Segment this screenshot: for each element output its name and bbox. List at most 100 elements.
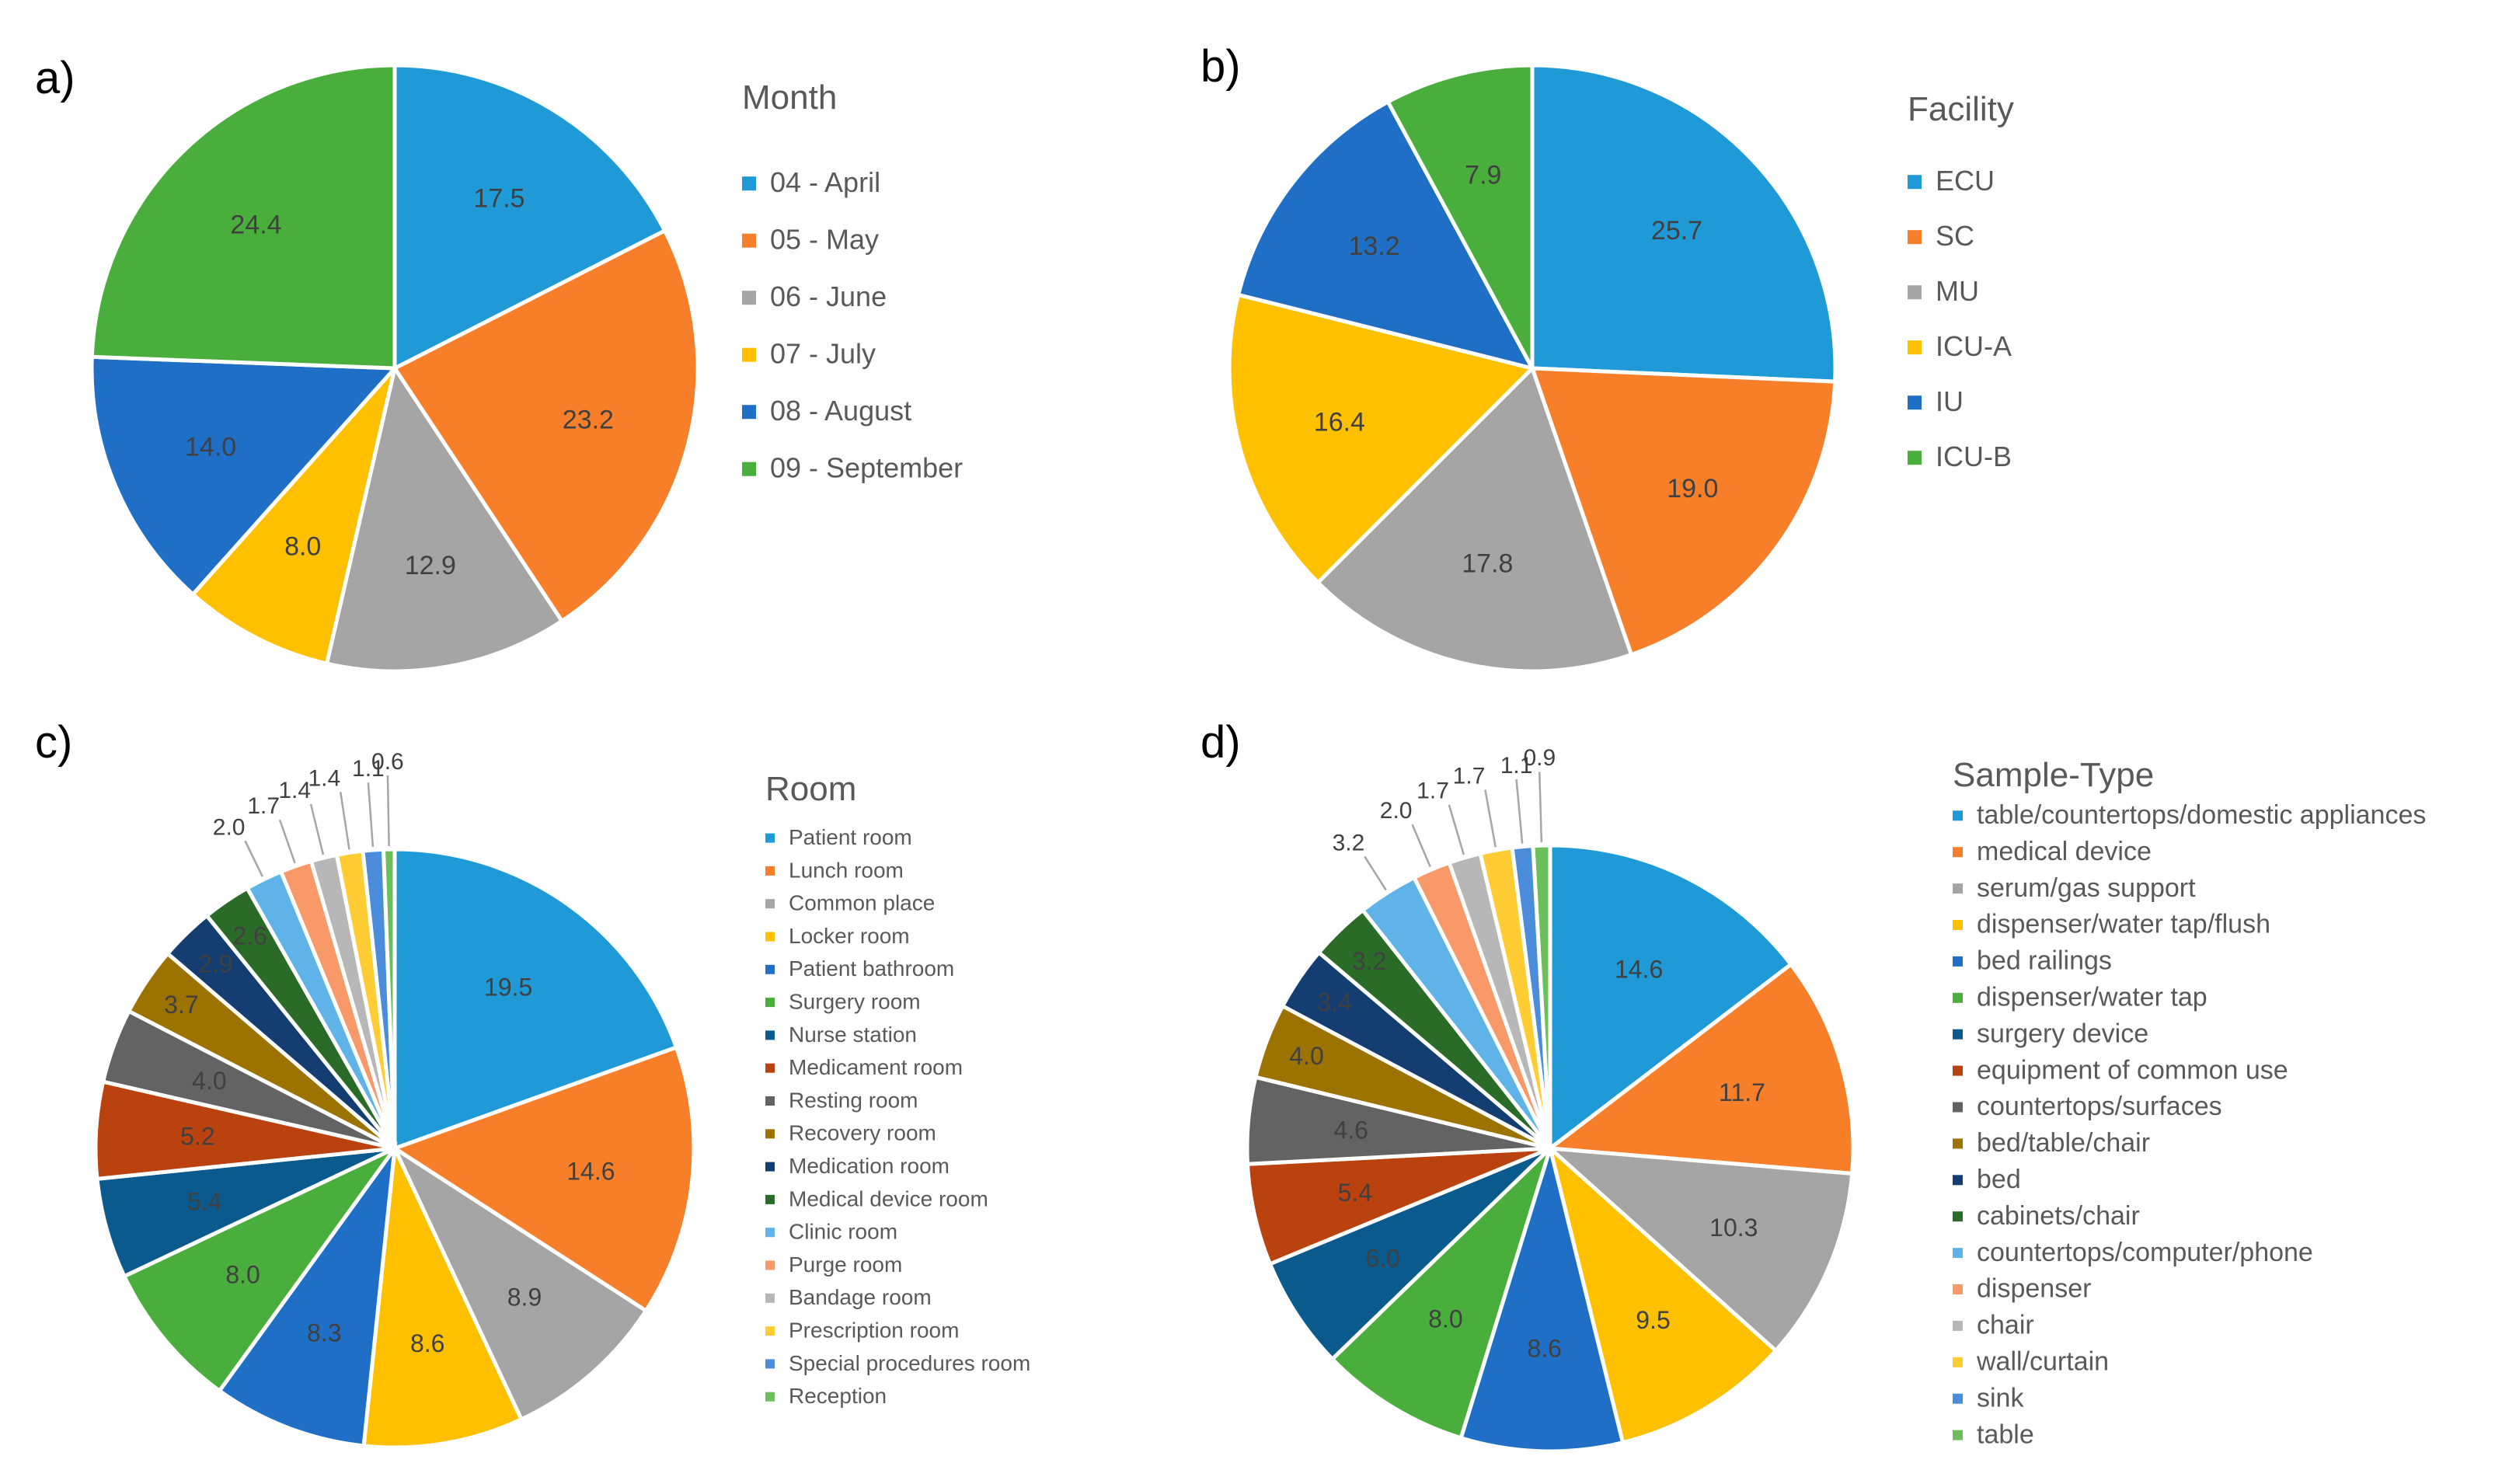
panel-label: a) [35,53,75,103]
legend-swatch [765,998,775,1008]
legend-title: Facility [1908,90,2014,128]
legend-item: Reception [789,1384,887,1408]
legend-swatch [1908,395,1922,410]
legend-item: Medical device room [789,1186,988,1211]
legend-item: 08 - August [770,395,911,427]
pie-slice-surgery-device [1267,1146,1552,1362]
pie-slice-medical-device [1545,961,1856,1176]
legend-item: Medicament room [789,1055,963,1079]
data-label: 16.4 [1314,408,1365,437]
data-label: 1.1 [1500,753,1533,779]
pie-slice-icu-b [1385,63,1535,370]
legend-swatch [742,176,756,191]
legend-item: ICU-A [1936,330,2012,362]
legend-item: 07 - July [770,338,876,370]
legend-item: Locker room [789,924,910,948]
data-label: 8.0 [1428,1305,1462,1333]
pie-slices [89,63,700,674]
legend-swatch [765,1359,775,1369]
legend-item: countertops/surfaces [1977,1092,2222,1121]
data-label: 24.4 [230,211,281,240]
pie-slice-patient-room [392,847,679,1151]
data-label: 11.7 [1719,1078,1765,1106]
legend-swatch [1908,340,1922,355]
legend-swatch [765,866,775,876]
legend-swatch [1953,847,1963,858]
data-label: 6.0 [1365,1244,1399,1272]
pie-slice-common-place [390,1143,649,1423]
legend-item: SC [1936,220,1974,252]
legend-item: serum/gas support [1977,873,2196,903]
data-label: 1.7 [1417,779,1449,804]
legend-swatch [1953,1211,1963,1222]
pie-slice-bed-railings [1458,1141,1626,1454]
pie-slice-07-july [190,367,397,667]
legend-swatch [765,932,775,942]
legend-swatch [1953,1357,1963,1367]
data-label: 8.9 [507,1284,542,1312]
legend-item: 05 - May [770,224,879,256]
leader-line [1484,789,1497,848]
legend-swatch [765,1129,775,1139]
pie-slice-09-september [89,63,397,371]
legend-item: Surgery room [789,990,921,1014]
legend-item: countertops/computer/phone [1977,1238,2313,1267]
legend-swatch [1953,1065,1963,1076]
pie-slice-mu [1315,364,1634,674]
legend-swatch [1908,285,1922,300]
data-label: 23.2 [563,406,614,435]
legend-swatch [765,1030,775,1040]
legend-swatch [1908,175,1922,190]
legend-swatch [1953,920,1963,930]
legend-swatch [765,833,775,843]
leader-line [278,819,296,864]
pie-slice-iu [1235,99,1536,371]
legend-item: Prescription room [789,1319,959,1343]
data-labels: 17.5 23.2 12.9 8.0 14.0 24.4 [185,183,614,580]
legend-swatch [765,1063,775,1073]
pie-chart-3: c) 19.5 14.6 8.9 8.6 8.3 8.0 5.4 5.2 4.0 3.72.92.6… [35,717,1030,1450]
legend-item: Resting room [789,1088,918,1112]
pie-slices [93,847,696,1450]
leader-line [386,775,390,847]
legend-item: surgery device [1977,1019,2148,1048]
pie-slice-table [1531,843,1552,1149]
legend-item: Clinic room [789,1220,897,1244]
data-label: 5.4 [187,1188,221,1216]
legend-item: Recovery room [789,1121,936,1145]
legend-swatch [765,964,775,974]
data-labels: 19.5 14.6 8.9 8.6 8.3 8.0 5.4 5.2 4.0 3.72.92.6 2.… [164,749,615,1357]
pie-slice-dispenser-water-tap [1329,1147,1552,1440]
legend-item: MU [1936,275,1979,307]
legend-swatch [1953,1138,1963,1149]
data-label: 8.3 [307,1319,341,1347]
data-label: 7.9 [1465,160,1501,190]
legend-swatch [765,1293,775,1303]
legend-title: Sample-Type [1953,756,2154,794]
leader-line [1448,804,1465,855]
pie-slice-05-may [392,228,700,624]
pie-chart-2: b) 25.7 19.0 17.8 16.4 13.2 7.9 Facility ECU SC MU… [1200,41,2014,674]
pie-slice-table-countertops-domestic-appliances [1548,843,1794,1153]
data-label: 2.0 [1380,798,1413,824]
pie-slice-04-april [392,63,667,372]
legend-item: table/countertops/domestic appliances [1977,800,2426,830]
data-label: 14.0 [185,433,236,462]
legend-item: Medication room [789,1154,950,1178]
legend-swatch [1953,1248,1963,1259]
leader-line [1411,824,1431,867]
data-label: 3.2 [1333,830,1365,855]
legend-item: Patient room [789,825,912,849]
legend-swatch [1953,1430,1963,1440]
legend: Month 04 - April 05 - May 06 - June 07 - Jul… [742,78,963,484]
legend-item: dispenser [1977,1274,2091,1304]
data-label: 5.4 [1338,1179,1372,1207]
pie-slice-08-august [89,354,399,597]
pie-slice-ecu [1530,63,1838,384]
legend-swatch [765,1260,775,1270]
legend-item: table [1977,1420,2034,1449]
legend-swatch [1953,1284,1963,1294]
legend-swatch [1953,1175,1963,1186]
data-label: 25.7 [1651,216,1702,246]
legend-swatch [765,1326,775,1336]
